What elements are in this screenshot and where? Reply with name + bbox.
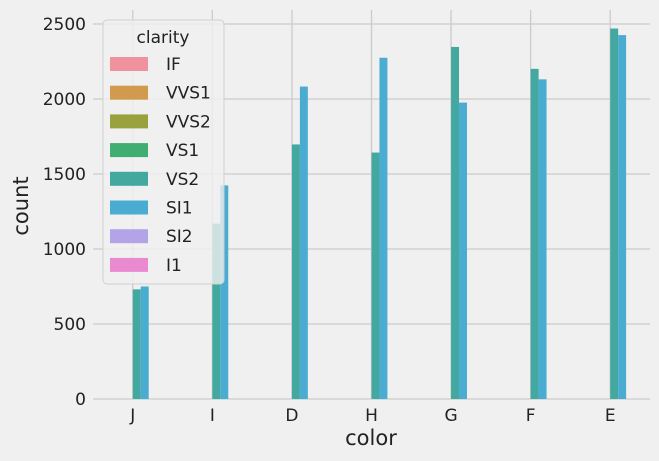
y-tick-labels: 0 500 1000 1500 2000 2500 <box>43 15 86 410</box>
bar-si1-f <box>538 79 547 399</box>
y-axis-title: count <box>9 176 33 235</box>
legend-swatch <box>110 257 148 272</box>
legend-swatch <box>110 171 148 186</box>
bar-vs2-e <box>610 28 619 399</box>
bar-vs2-j <box>132 289 141 399</box>
bar-vs2-f <box>530 68 539 399</box>
bar-si1-e <box>618 35 627 399</box>
bar-si1-h <box>379 57 388 399</box>
x-tick-label: G <box>444 406 457 426</box>
x-tick-label: J <box>129 406 135 426</box>
legend-swatch <box>110 200 148 215</box>
legend-swatch <box>110 57 148 71</box>
x-tick-label: D <box>285 406 298 426</box>
y-tick-label: 1000 <box>43 240 86 260</box>
legend-label: I1 <box>166 256 182 276</box>
legend-swatch <box>110 85 148 100</box>
legend-label: VVS1 <box>166 84 211 104</box>
x-tick-label: I <box>210 406 215 426</box>
y-tick-label: 1500 <box>43 165 86 185</box>
legend-title: clarity <box>137 28 190 48</box>
legend-swatch <box>110 143 148 158</box>
legend-label: VVS2 <box>166 112 211 132</box>
legend-label: SI1 <box>166 199 193 219</box>
legend-swatch <box>110 114 148 129</box>
x-axis-title: color <box>345 426 397 450</box>
bar-vs2-h <box>371 152 380 399</box>
y-tick-label: 0 <box>75 390 86 410</box>
legend-label: VS1 <box>166 141 199 161</box>
x-tick-label: F <box>526 406 536 426</box>
legend-label: VS2 <box>166 170 199 190</box>
legend-label: SI2 <box>166 227 193 247</box>
bar-vs2-i <box>212 223 221 399</box>
x-tick-label: E <box>605 406 616 426</box>
bars <box>132 28 627 400</box>
y-tick-label: 2500 <box>43 15 86 35</box>
bar-si1-i <box>220 185 229 399</box>
y-tick-label: 500 <box>54 315 86 335</box>
y-tick-label: 2000 <box>43 90 86 110</box>
legend: clarity IF VVS1 VVS2 VS1 VS2 SI1 SI2 I1 <box>102 19 225 285</box>
bar-si1-g <box>459 102 467 399</box>
bar-vs2-g <box>451 46 460 399</box>
legend-swatch <box>110 229 148 244</box>
x-tick-label: H <box>365 406 378 426</box>
legend-label: IF <box>166 55 181 75</box>
bar-si1-j <box>140 286 149 399</box>
bar-si1-d <box>299 86 308 400</box>
bar-vs2-d <box>291 144 300 399</box>
